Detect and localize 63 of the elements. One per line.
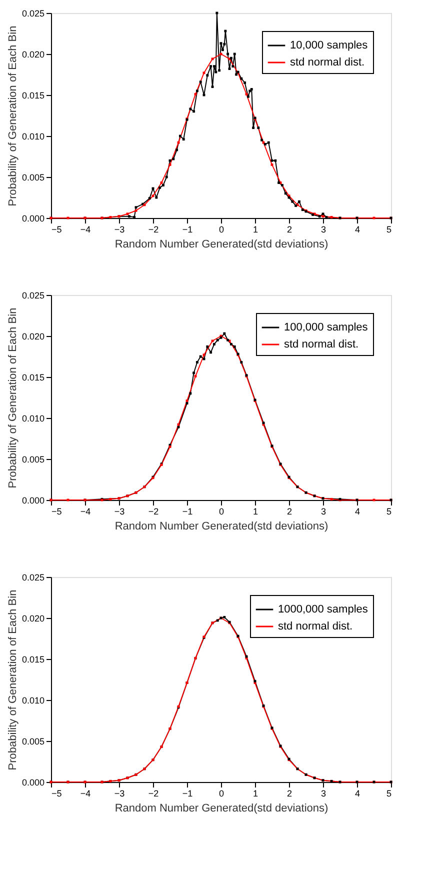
y-tick-label: 0.015 bbox=[22, 654, 44, 664]
x-tick-label: −1 bbox=[182, 788, 193, 798]
x-tick-label: −3 bbox=[114, 224, 125, 234]
x-tick-label: 5 bbox=[386, 506, 392, 516]
y-tick-label: 0.005 bbox=[22, 172, 44, 182]
legend-label: std normal dist. bbox=[278, 620, 353, 632]
x-axis-title: Random Number Generated(std deviations) bbox=[114, 238, 328, 250]
y-tick-label: 0.005 bbox=[22, 736, 44, 746]
y-tick-label: 0.020 bbox=[22, 614, 44, 624]
x-tick-label: 0 bbox=[218, 224, 224, 234]
x-tick-label: 2 bbox=[286, 224, 292, 234]
x-tick-label: 3 bbox=[320, 224, 326, 234]
x-tick-label: 4 bbox=[354, 788, 360, 798]
x-tick-label: 4 bbox=[354, 224, 360, 234]
y-tick-label: 0.010 bbox=[22, 696, 44, 706]
y-axis-title: Probability of Generation of Each Bin bbox=[6, 590, 19, 770]
y-tick-label: 0.015 bbox=[22, 372, 44, 382]
y-tick-label: 0.010 bbox=[22, 414, 44, 424]
x-tick-label: 5 bbox=[386, 224, 392, 234]
legend-label: 1000,000 samples bbox=[278, 604, 368, 616]
legend-label: std normal dist. bbox=[284, 338, 359, 350]
legend-label: 100,000 samples bbox=[284, 322, 368, 334]
y-tick-label: 0.025 bbox=[22, 8, 44, 18]
x-tick-label: −2 bbox=[148, 224, 159, 234]
x-tick-label: 0 bbox=[218, 506, 224, 516]
y-axis-title: Probability of Generation of Each Bin bbox=[6, 26, 19, 206]
y-tick-label: 0.020 bbox=[22, 332, 44, 342]
x-tick-label: −4 bbox=[80, 224, 91, 234]
x-tick-label: 3 bbox=[320, 788, 326, 798]
x-tick-label: −3 bbox=[114, 788, 125, 798]
x-tick-label: −2 bbox=[148, 788, 159, 798]
y-tick-label: 0.005 bbox=[22, 454, 44, 464]
x-tick-label: 4 bbox=[354, 506, 360, 516]
x-tick-label: −2 bbox=[148, 506, 159, 516]
y-tick-label: 0.025 bbox=[22, 572, 44, 582]
x-tick-label: 1 bbox=[252, 224, 258, 234]
legend-label: 10,000 samples bbox=[290, 40, 368, 52]
legend-label: std normal dist. bbox=[290, 56, 365, 68]
x-tick-label: 0 bbox=[218, 788, 224, 798]
x-tick-label: −1 bbox=[182, 506, 193, 516]
x-tick-label: −4 bbox=[80, 788, 91, 798]
y-tick-label: 0.015 bbox=[22, 90, 44, 100]
x-tick-label: 1 bbox=[252, 788, 258, 798]
x-tick-label: −5 bbox=[52, 506, 62, 516]
x-tick-label: −4 bbox=[80, 506, 91, 516]
x-tick-label: 3 bbox=[320, 506, 326, 516]
x-tick-label: −5 bbox=[52, 224, 62, 234]
y-tick-label: 0.000 bbox=[22, 778, 44, 788]
y-tick-label: 0.020 bbox=[22, 50, 44, 60]
x-tick-label: −5 bbox=[52, 788, 62, 798]
x-tick-label: 5 bbox=[386, 788, 392, 798]
x-tick-label: 1 bbox=[252, 506, 258, 516]
y-tick-label: 0.000 bbox=[22, 214, 44, 224]
x-axis-title: Random Number Generated(std deviations) bbox=[114, 802, 328, 814]
y-tick-label: 0.025 bbox=[22, 290, 44, 300]
x-tick-label: 2 bbox=[286, 788, 292, 798]
y-axis-title: Probability of Generation of Each Bin bbox=[6, 308, 19, 488]
x-tick-label: −3 bbox=[114, 506, 125, 516]
x-axis-title: Random Number Generated(std deviations) bbox=[114, 520, 328, 532]
y-tick-label: 0.000 bbox=[22, 496, 44, 506]
y-tick-label: 0.010 bbox=[22, 132, 44, 142]
x-tick-label: 2 bbox=[286, 506, 292, 516]
x-tick-label: −1 bbox=[182, 224, 193, 234]
